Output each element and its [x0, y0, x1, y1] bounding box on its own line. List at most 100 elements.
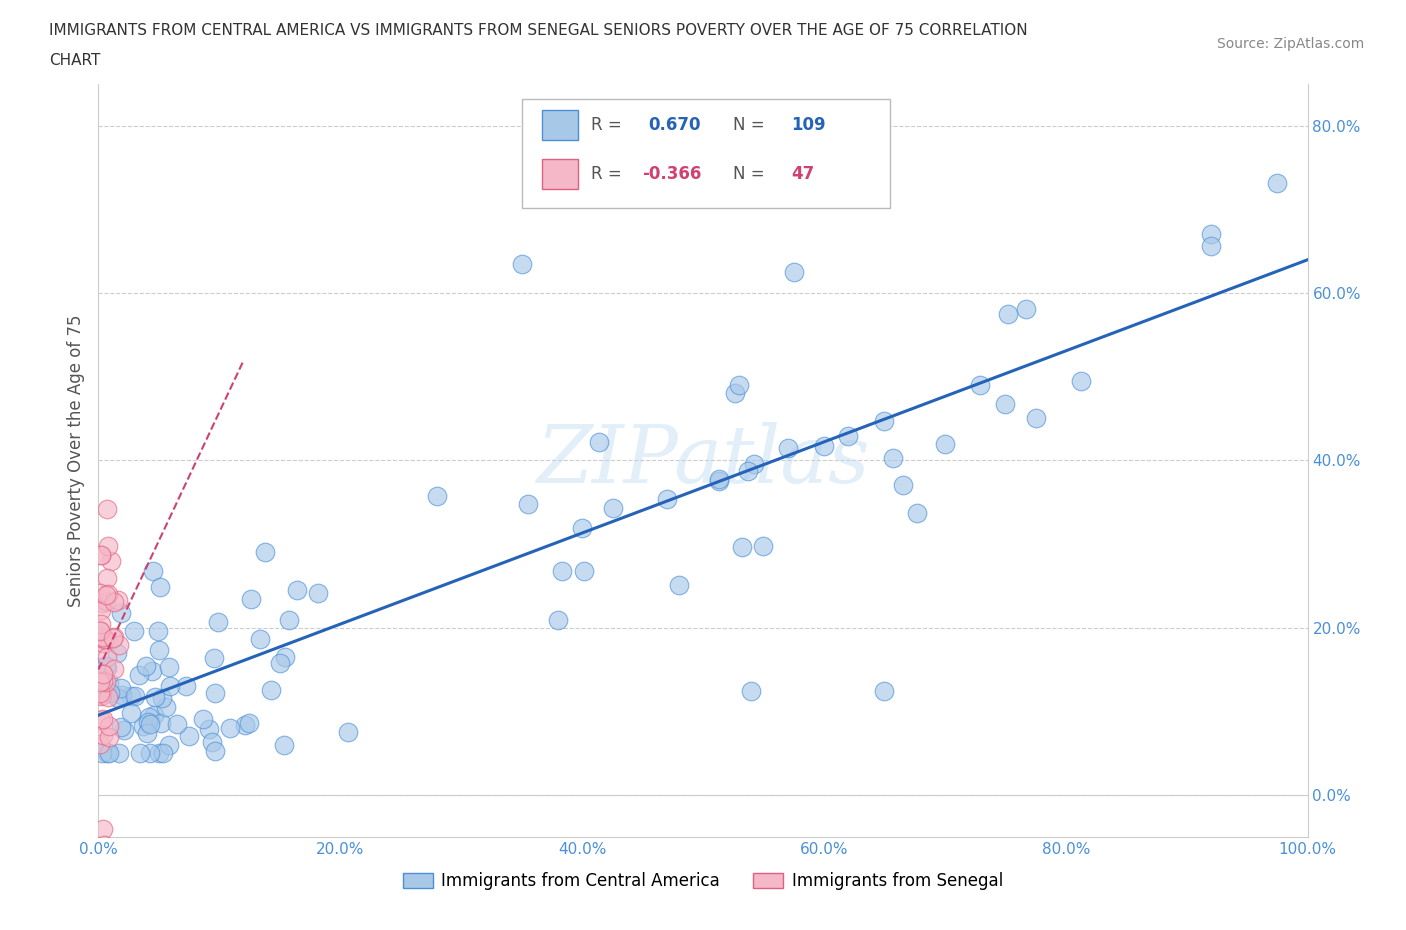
Point — [105, 645, 128, 660]
Point — [207, 615, 229, 630]
Point — [1199, 238, 1222, 253]
Point — [128, 746, 150, 761]
Point — [90, 602, 112, 617]
Point — [94, 674, 117, 689]
FancyBboxPatch shape — [522, 99, 890, 208]
Text: -0.366: -0.366 — [643, 166, 702, 183]
Point — [994, 397, 1017, 412]
Point — [94, 855, 117, 870]
Point — [93, 673, 115, 688]
Point — [124, 689, 146, 704]
Point — [873, 414, 896, 429]
Point — [285, 583, 308, 598]
Point — [141, 664, 163, 679]
Point — [146, 623, 169, 638]
Point — [731, 539, 754, 554]
Point — [90, 659, 112, 674]
Point — [637, 180, 659, 196]
FancyBboxPatch shape — [543, 159, 578, 189]
Point — [547, 612, 569, 627]
Point — [142, 564, 165, 578]
Point — [138, 710, 160, 724]
Text: 0.670: 0.670 — [648, 116, 702, 134]
Point — [100, 553, 122, 568]
Point — [89, 737, 111, 751]
Point — [273, 737, 295, 752]
Point — [91, 746, 114, 761]
Point — [148, 579, 170, 594]
Point — [148, 643, 170, 658]
Point — [120, 706, 142, 721]
Point — [307, 585, 329, 600]
Point — [143, 689, 166, 704]
Point — [96, 570, 118, 585]
Point — [90, 617, 112, 631]
Point — [96, 594, 118, 609]
Point — [110, 720, 132, 735]
Point — [891, 478, 914, 493]
Point — [96, 502, 118, 517]
Point — [152, 746, 174, 761]
Point — [336, 724, 359, 739]
Point — [96, 649, 118, 664]
Point — [572, 564, 595, 578]
Point — [274, 649, 297, 664]
Point — [905, 505, 928, 520]
Point — [94, 632, 117, 647]
Point — [96, 690, 118, 705]
Point — [177, 728, 200, 743]
Point — [166, 716, 188, 731]
Point — [89, 624, 111, 639]
Point — [96, 660, 118, 675]
Point — [91, 821, 114, 836]
Point — [107, 746, 129, 761]
Point — [97, 719, 120, 734]
Point — [91, 688, 114, 703]
Point — [97, 634, 120, 649]
Point — [111, 687, 134, 702]
Point — [249, 631, 271, 646]
Point — [934, 437, 956, 452]
Point — [1199, 227, 1222, 242]
Point — [90, 548, 112, 563]
Point — [91, 712, 114, 727]
Point — [882, 450, 904, 465]
Point — [1025, 410, 1047, 425]
Point — [93, 727, 115, 742]
Point — [157, 659, 180, 674]
Point — [873, 683, 896, 698]
Text: R =: R = — [591, 116, 621, 134]
Text: IMMIGRANTS FROM CENTRAL AMERICA VS IMMIGRANTS FROM SENEGAL SENIORS POVERTY OVER : IMMIGRANTS FROM CENTRAL AMERICA VS IMMIG… — [49, 23, 1028, 38]
Point — [776, 441, 799, 456]
Point — [103, 630, 125, 644]
Point — [132, 719, 155, 734]
Text: N =: N = — [734, 116, 765, 134]
Point — [238, 715, 260, 730]
Point — [269, 656, 291, 671]
Point — [114, 723, 136, 737]
Point — [101, 631, 124, 645]
Point — [97, 586, 120, 601]
Point — [94, 588, 117, 603]
Point — [96, 746, 118, 761]
Point — [655, 491, 678, 506]
Point — [201, 734, 224, 749]
Point — [110, 681, 132, 696]
Point — [510, 256, 533, 272]
Point — [139, 716, 162, 731]
Legend: Immigrants from Central America, Immigrants from Senegal: Immigrants from Central America, Immigra… — [396, 865, 1010, 897]
Point — [159, 679, 181, 694]
Point — [89, 630, 111, 644]
Text: R =: R = — [591, 166, 621, 183]
Point — [128, 668, 150, 683]
FancyBboxPatch shape — [543, 110, 578, 140]
Point — [107, 592, 129, 607]
Point — [752, 538, 775, 553]
Point — [91, 595, 114, 610]
Point — [588, 435, 610, 450]
Point — [90, 688, 112, 703]
Point — [204, 685, 226, 700]
Point — [120, 689, 142, 704]
Point — [97, 729, 120, 744]
Point — [110, 606, 132, 621]
